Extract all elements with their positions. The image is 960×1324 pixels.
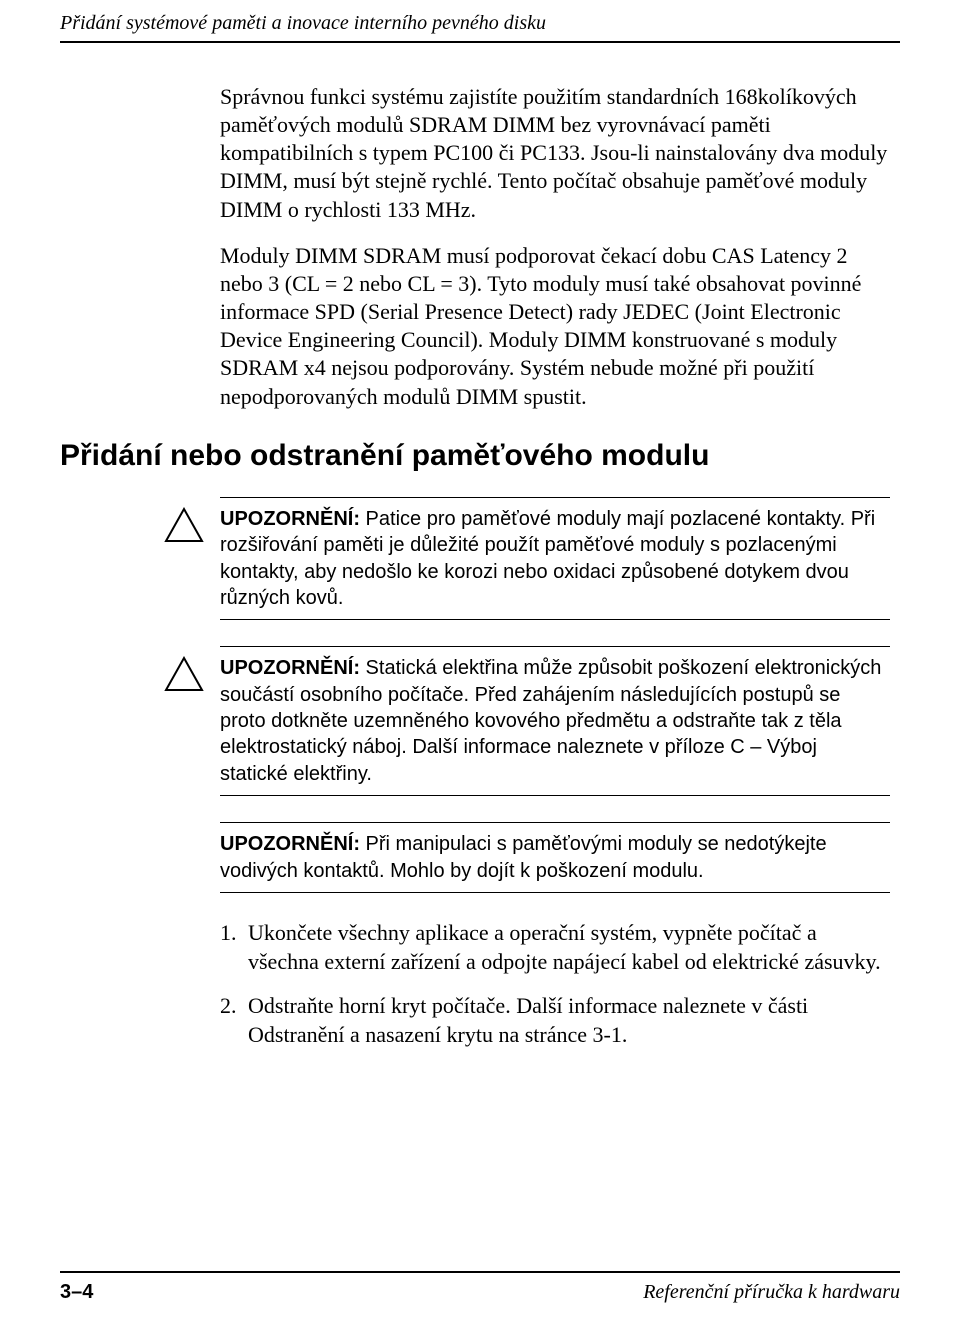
caution-label: UPOZORNĚNÍ: <box>220 657 360 679</box>
caution-label: UPOZORNĚNÍ: <box>220 508 360 530</box>
step-number: 1. <box>220 919 248 976</box>
step-text: Odstraňte horní kryt počítače. Další inf… <box>248 992 890 1049</box>
section-heading: Přidání nebo odstranění paměťového modul… <box>60 439 900 473</box>
warning-triangle-icon <box>164 507 204 543</box>
warning-triangle-icon <box>164 656 204 692</box>
intro-block: Správnou funkci systému zajistíte použit… <box>220 83 890 411</box>
caution-rule-bottom <box>220 892 890 893</box>
list-item: 2. Odstraňte horní kryt počítače. Další … <box>220 992 890 1049</box>
caution-text: UPOZORNĚNÍ: Patice pro paměťové moduly m… <box>220 498 890 620</box>
caution-text: UPOZORNĚNÍ: Statická elektřina může způs… <box>220 647 890 795</box>
step-list: 1. Ukončete všechny aplikace a operační … <box>220 919 890 1049</box>
list-item: 1. Ukončete všechny aplikace a operační … <box>220 919 890 976</box>
running-header: Přidání systémové paměti a inovace inter… <box>60 0 900 43</box>
step-number: 2. <box>220 992 248 1049</box>
document-title: Referenční příručka k hardwaru <box>643 1281 900 1304</box>
step-text: Ukončete všechny aplikace a operační sys… <box>248 919 890 976</box>
page-number: 3–4 <box>60 1281 93 1304</box>
caution-block: UPOZORNĚNÍ: Patice pro paměťové moduly m… <box>220 497 890 621</box>
caution-rule-bottom <box>220 795 890 796</box>
page-footer: 3–4 Referenční příručka k hardwaru <box>60 1271 900 1304</box>
caution-text: UPOZORNĚNÍ: Při manipulaci s paměťovými … <box>220 823 890 892</box>
intro-paragraph-2: Moduly DIMM SDRAM musí podporovat čekací… <box>220 242 890 411</box>
caution-block: UPOZORNĚNÍ: Při manipulaci s paměťovými … <box>220 822 890 893</box>
caution-block: UPOZORNĚNÍ: Statická elektřina může způs… <box>220 646 890 796</box>
caution-rule-bottom <box>220 619 890 620</box>
intro-paragraph-1: Správnou funkci systému zajistíte použit… <box>220 83 890 224</box>
caution-label: UPOZORNĚNÍ: <box>220 833 360 855</box>
